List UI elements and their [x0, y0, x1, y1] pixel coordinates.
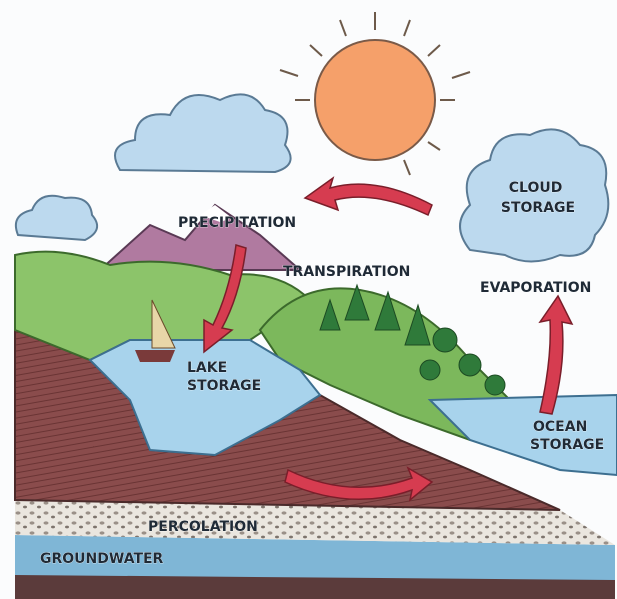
label-line: OCEAN	[533, 419, 587, 435]
groundwater-label: GROUNDWATER	[40, 551, 164, 567]
label-line: STORAGE	[530, 437, 604, 453]
label-line: CLOUD	[509, 180, 563, 196]
label-line: STORAGE	[501, 200, 575, 216]
evaporation-label: EVAPORATION	[480, 280, 591, 296]
label-line: STORAGE	[187, 378, 261, 394]
percolation-label: PERCOLATION	[148, 519, 258, 535]
transpiration-label: TRANSPIRATION	[283, 264, 410, 280]
water-cycle-diagram: CLOUD STORAGE PRECIPITATION TRANSPIRATIO…	[0, 0, 617, 599]
label-line: LAKE	[187, 360, 227, 376]
precipitation-label: PRECIPITATION	[178, 215, 296, 231]
